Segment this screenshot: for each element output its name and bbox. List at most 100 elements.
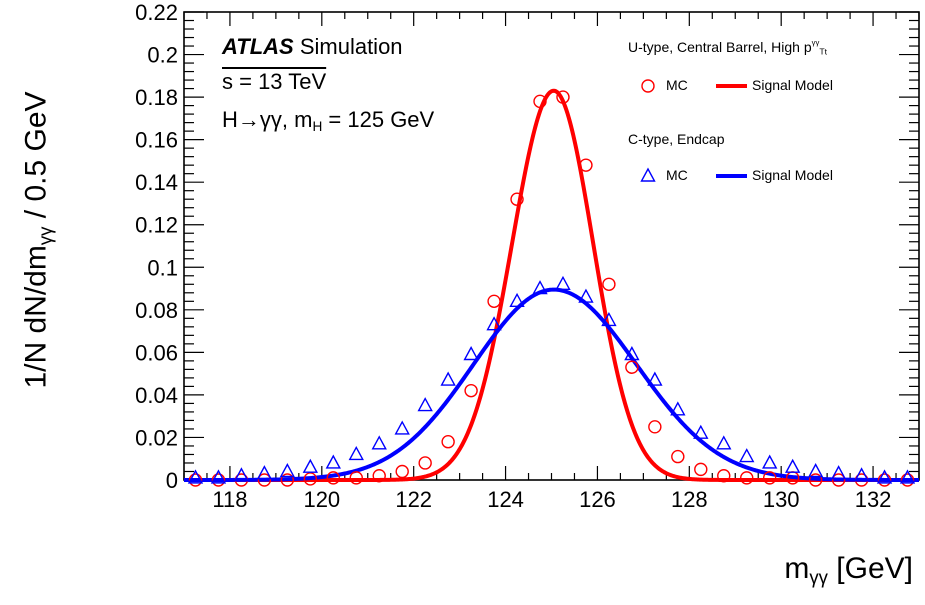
y-axis-label-wrap: 1/N dN/dmγγ / 0.5 GeV	[8, 5, 68, 475]
y-tick-label: 0.06	[135, 340, 178, 365]
mc-point-ctype	[532, 280, 548, 295]
mc-point-utype	[533, 94, 547, 109]
mc-point-utype	[625, 360, 639, 374]
mc-point-ctype	[555, 275, 571, 290]
mc-point-ctype	[578, 288, 594, 303]
mc-point-utype	[510, 192, 524, 206]
mc-point-ctype	[440, 371, 456, 386]
y-tick-label: 0.1	[147, 255, 178, 280]
mc-point-ctype	[807, 463, 824, 478]
mc-point-utype	[418, 456, 432, 470]
mc-point-ctype	[371, 435, 387, 450]
mc-point-ctype	[762, 454, 778, 469]
y-tick-label: 0.14	[135, 170, 178, 195]
mc-point-utype	[648, 420, 662, 434]
x-tick-label: 120	[303, 487, 340, 512]
mc-point-utype	[763, 471, 777, 485]
mc-point-utype	[740, 471, 754, 485]
signal-model-curve-1	[183, 88, 920, 482]
mc-point-ctype	[325, 454, 341, 469]
mc-point-ctype	[670, 401, 686, 416]
y-tick-label: 0.16	[135, 128, 178, 153]
y-tick-label: 0.18	[135, 85, 178, 110]
y-tick-label: 0	[166, 468, 178, 493]
signal-model-curve-2	[183, 287, 920, 482]
x-tick-label: 128	[671, 487, 708, 512]
y-tick-label: 0.04	[135, 383, 178, 408]
legend-mc-marker-1	[641, 79, 655, 93]
axes: 118 120 122 124 126 128 130 132 0 0.02 0.04 0.06 0.0…	[135, 0, 920, 512]
mc-point-utype	[694, 462, 708, 477]
legend-marks	[640, 79, 747, 182]
mc-point-ctype	[463, 346, 479, 361]
mc-point-utype	[579, 158, 593, 172]
mc-point-utype	[808, 473, 823, 487]
atlas-label: ATLAS Simulation	[222, 34, 403, 59]
legend-model-1: Signal Model	[752, 77, 833, 93]
mc-point-utype	[671, 449, 685, 464]
x-tick-label: 132	[855, 487, 892, 512]
mc-point-utype	[900, 473, 915, 487]
mc-point-utype	[395, 464, 409, 479]
mc-point-utype	[280, 473, 295, 487]
mc-point-ctype	[876, 469, 893, 484]
y-tick-label: 0.02	[135, 425, 178, 450]
markers	[187, 90, 916, 487]
mc-point-ctype	[853, 467, 870, 482]
mc-point-ctype	[486, 316, 502, 331]
y-tick-label: 0.12	[135, 213, 178, 238]
legend-mc-1: MC	[666, 77, 688, 93]
mc-point-ctype	[233, 467, 250, 482]
x-tick-label: 118	[212, 487, 247, 512]
legend-mc-2: MC	[666, 167, 688, 183]
mc-point-utype	[188, 473, 203, 487]
legend-model-2: Signal Model	[752, 167, 833, 183]
mc-point-utype	[877, 473, 892, 487]
y-tick-label: 0.22	[135, 0, 178, 25]
mc-point-ctype	[302, 458, 319, 473]
legend-group-1-title: U-type, Central Barrel, High pγγTt	[628, 38, 828, 57]
energy-label: s = 13 TeV	[222, 69, 327, 94]
x-axis-label: mγγ [GeV]	[784, 552, 913, 588]
x-tick-label: 126	[579, 487, 616, 512]
mc-point-ctype	[739, 448, 755, 463]
x-tick-label: 130	[763, 487, 800, 512]
mc-point-ctype	[256, 465, 273, 480]
mc-point-ctype	[716, 435, 732, 450]
mc-point-utype	[556, 90, 570, 104]
mc-point-ctype	[210, 469, 227, 484]
mc-point-ctype	[784, 458, 801, 473]
legend-mc-marker-2	[640, 167, 656, 182]
mc-point-utype	[831, 473, 846, 487]
mc-point-ctype	[394, 420, 410, 435]
mc-point-ctype	[693, 424, 709, 439]
mc-point-utype	[717, 469, 731, 483]
x-tick-label: 124	[487, 487, 524, 512]
mc-point-ctype	[899, 469, 916, 484]
curves	[183, 88, 920, 482]
mc-point-utype	[602, 277, 616, 291]
mc-point-ctype	[647, 371, 663, 386]
mc-point-utype	[372, 469, 386, 483]
mc-point-utype	[326, 471, 340, 485]
x-tick-label: 122	[395, 487, 432, 512]
mc-point-ctype	[830, 465, 847, 480]
mc-point-ctype	[187, 469, 204, 484]
mc-point-utype	[487, 294, 501, 309]
mc-point-ctype	[601, 311, 617, 327]
mc-point-utype	[441, 435, 455, 449]
mc-point-utype	[211, 473, 226, 487]
mc-point-ctype	[624, 346, 640, 361]
y-axis-label: 1/N dN/dmγγ / 0.5 GeV	[19, 91, 56, 389]
mc-point-ctype	[279, 463, 296, 478]
y-tick-label: 0.2	[147, 43, 178, 68]
mc-point-ctype	[509, 292, 525, 308]
channel-label: H→γγ, mH = 125 GeV	[222, 107, 435, 135]
mc-point-utype	[349, 471, 363, 485]
legend-group-2-title: C-type, Endcap	[628, 131, 725, 147]
mc-point-ctype	[417, 397, 433, 412]
mc-point-ctype	[348, 446, 364, 461]
y-tick-label: 0.08	[135, 298, 178, 323]
mc-point-utype	[257, 473, 272, 487]
